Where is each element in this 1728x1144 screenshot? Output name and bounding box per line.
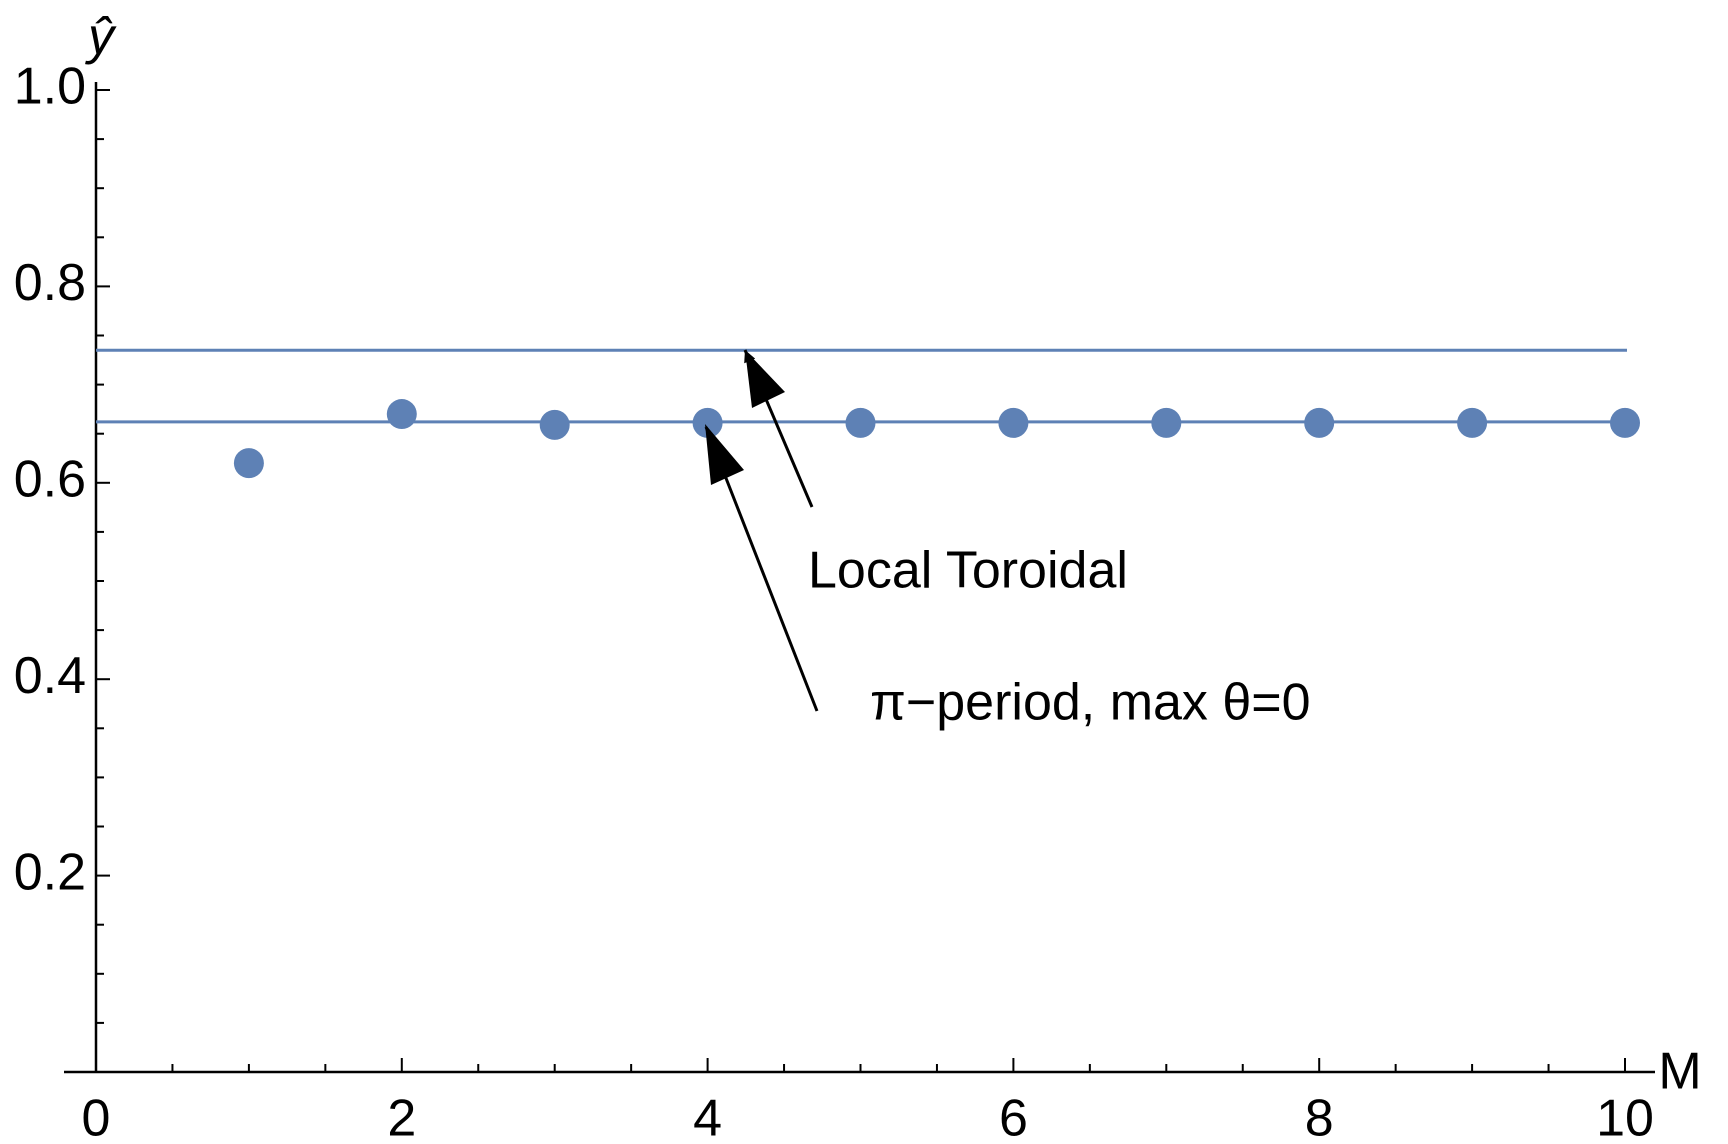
data-point xyxy=(1610,407,1640,438)
data-point xyxy=(386,399,417,430)
x-tick-label: 8 xyxy=(1305,1090,1334,1144)
x-axis-label: M xyxy=(1658,1043,1701,1101)
y-tick-label: 1.0 xyxy=(14,58,86,116)
y-tick-label: 0.8 xyxy=(14,254,86,312)
y-tick-label: 0.4 xyxy=(14,647,86,705)
data-point xyxy=(539,409,570,440)
data-point xyxy=(845,407,876,438)
data-point xyxy=(998,407,1029,438)
arrowhead xyxy=(705,424,744,485)
y-tick-label: 0.6 xyxy=(14,451,86,509)
x-tick-label: 10 xyxy=(1596,1090,1654,1144)
x-tick-label: 4 xyxy=(693,1090,722,1144)
y-axis-label: ŷ xyxy=(85,8,117,66)
annotation: Local Toroidal xyxy=(808,542,1128,600)
data-point xyxy=(1151,407,1182,438)
data-point xyxy=(1457,407,1488,438)
x-tick-label: 2 xyxy=(387,1090,416,1144)
data-point xyxy=(692,407,723,438)
x-tick-label: 0 xyxy=(82,1090,111,1144)
y-tick-label: 0.2 xyxy=(14,843,86,901)
arrowhead xyxy=(745,350,785,408)
data-point xyxy=(233,448,264,479)
x-tick-label: 6 xyxy=(999,1090,1028,1144)
data-point xyxy=(1304,407,1335,438)
annotation: π−period, max θ=0 xyxy=(870,674,1311,732)
